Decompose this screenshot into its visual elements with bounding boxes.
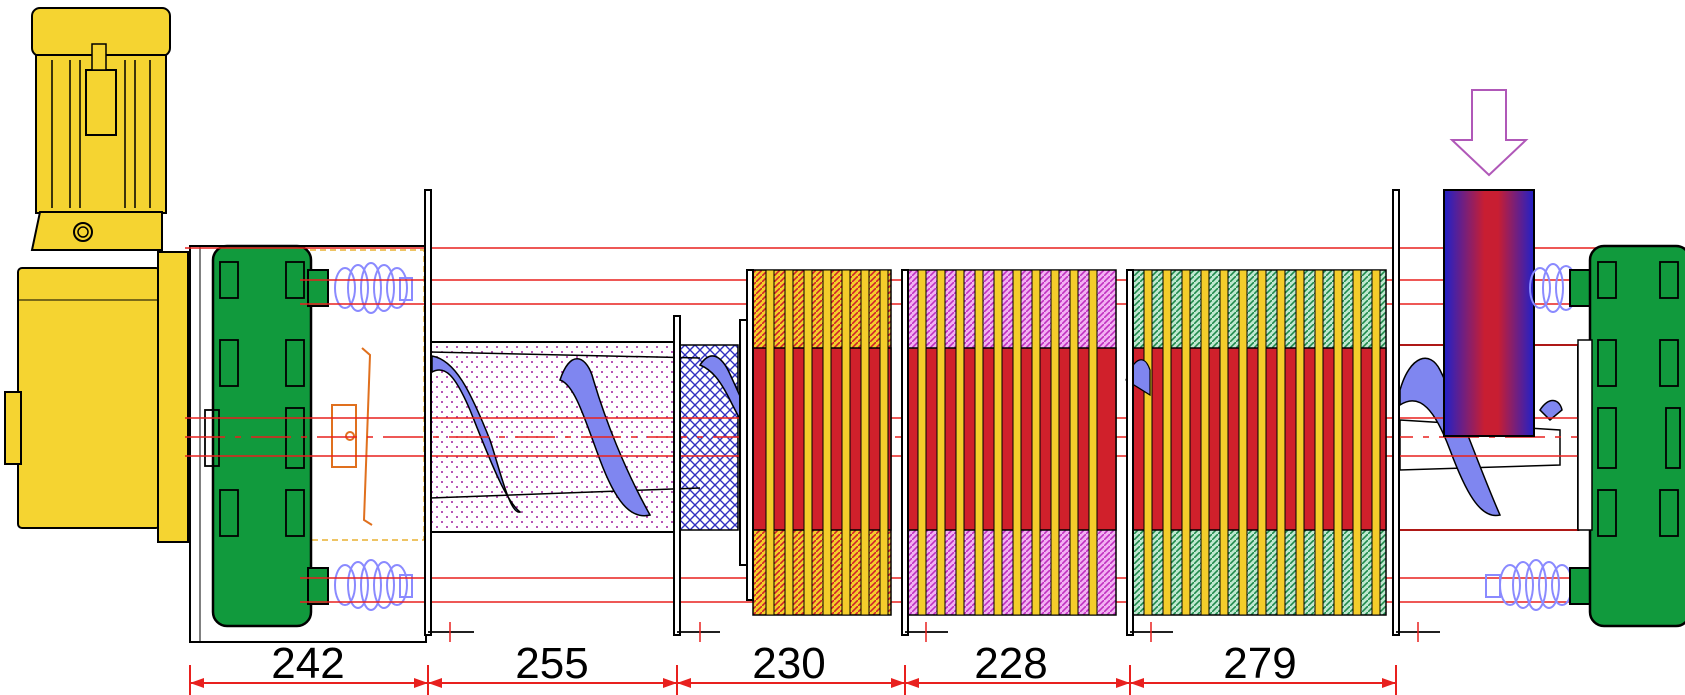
- plate-disc: [1012, 269, 1022, 616]
- plate-disc: [1162, 269, 1172, 616]
- plate-pack-3: [1132, 269, 1387, 616]
- plate-disc: [822, 269, 832, 616]
- left-springs: [334, 262, 413, 611]
- plate-disc: [860, 269, 870, 616]
- motor: [4, 7, 189, 543]
- plate-pack-1: [752, 269, 892, 616]
- plate-disc: [803, 269, 813, 616]
- plate-disc: [936, 269, 946, 616]
- dimension-label-5: 279: [1223, 639, 1296, 688]
- dimension-chain: 242 255 230 228 279: [189, 639, 1397, 695]
- plate-disc: [1352, 269, 1362, 616]
- plate-disc: [841, 269, 851, 616]
- plate-disc: [1333, 269, 1343, 616]
- plate-disc: [1143, 269, 1153, 616]
- plate-disc: [1257, 269, 1267, 616]
- plate-disc: [1295, 269, 1305, 616]
- plate-disc: [1088, 269, 1098, 616]
- inlet-hopper: [1443, 189, 1535, 437]
- plate-disc: [917, 269, 927, 616]
- plate-disc: [1069, 269, 1079, 616]
- left-gearbox: [204, 244, 329, 628]
- right-springs: [1485, 263, 1577, 611]
- plate-disc: [1050, 269, 1060, 616]
- down-arrow-icon: [1449, 89, 1529, 177]
- plate-disc: [765, 269, 775, 616]
- plate-disc: [879, 269, 889, 616]
- flange-plates: [424, 189, 1400, 636]
- dimension-label-4: 228: [974, 639, 1047, 688]
- dimension-label-1: 242: [271, 639, 344, 688]
- dimension-label-3: 230: [752, 639, 825, 688]
- plate-disc: [1238, 269, 1248, 616]
- foot-ticks: [449, 622, 1419, 642]
- plate-disc: [1181, 269, 1191, 616]
- right-gearbox: [1569, 244, 1685, 628]
- plate-disc: [955, 269, 965, 616]
- plate-disc: [974, 269, 984, 616]
- plate-disc: [993, 269, 1003, 616]
- plate-disc: [1219, 269, 1229, 616]
- plate-disc: [1314, 269, 1324, 616]
- plate-disc: [1031, 269, 1041, 616]
- plate-disc: [784, 269, 794, 616]
- plate-disc: [1276, 269, 1286, 616]
- plate-disc: [1200, 269, 1210, 616]
- dimension-label-2: 255: [515, 639, 588, 688]
- plate-disc: [1371, 269, 1381, 616]
- plate-pack-2: [907, 269, 1117, 616]
